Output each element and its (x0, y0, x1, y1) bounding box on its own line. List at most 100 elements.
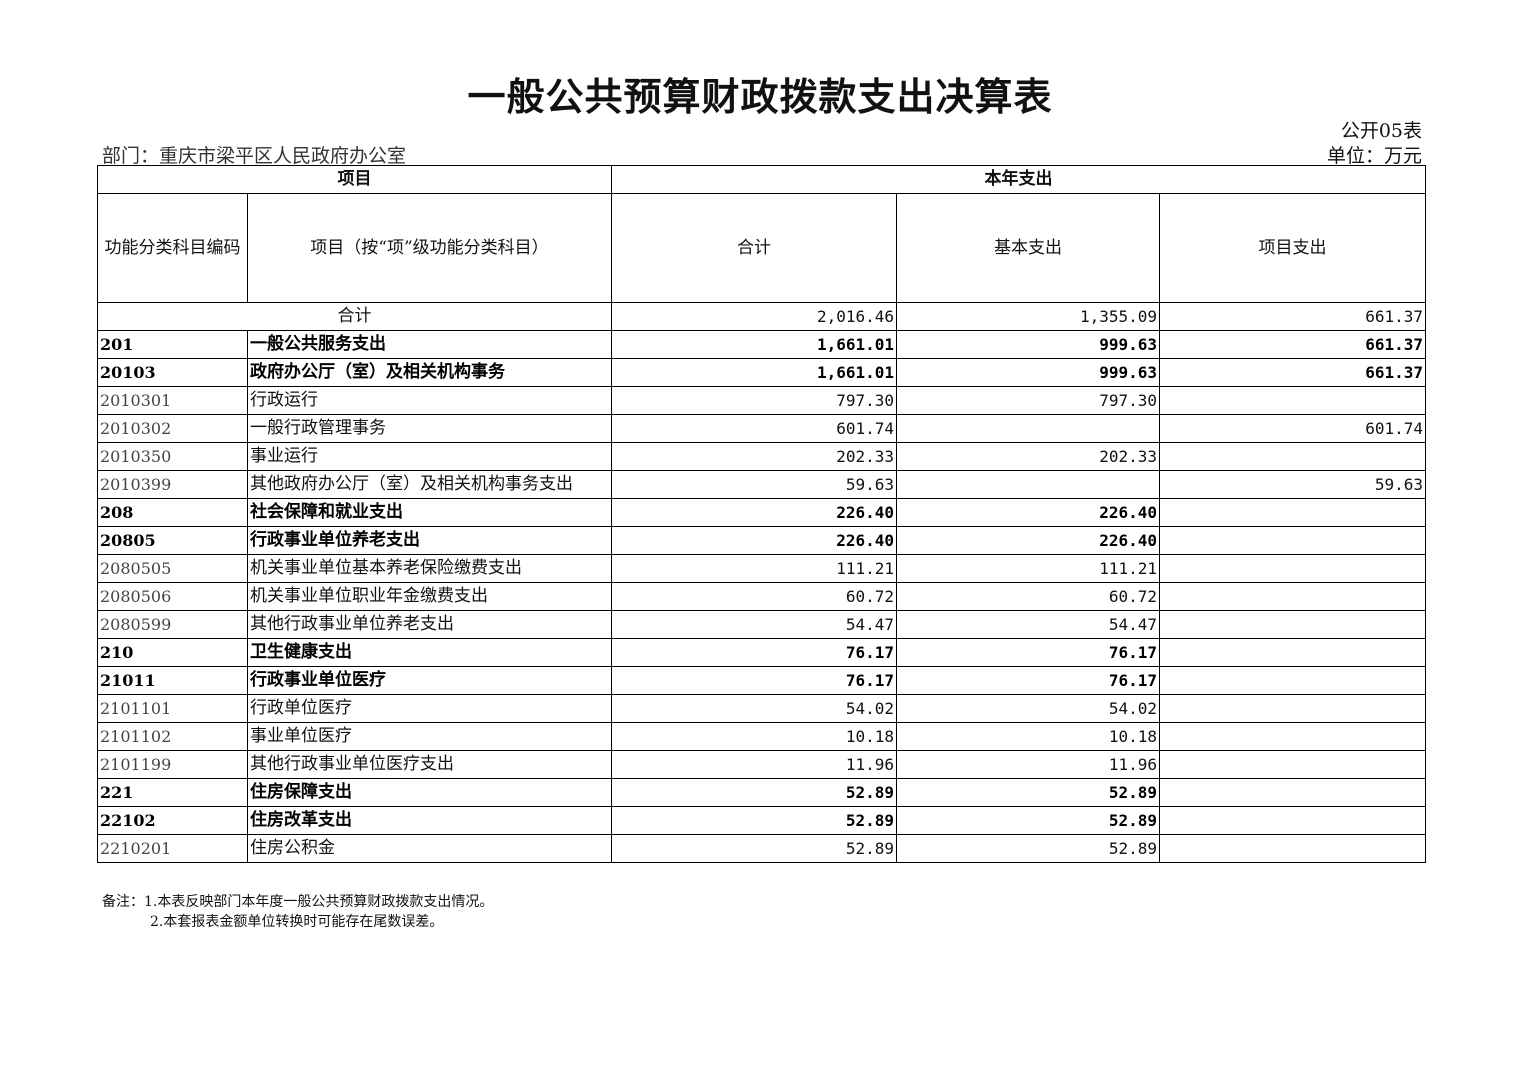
row-project (1158, 806, 1427, 835)
table-row: 2080506 机关事业单位职业年金缴费支出 60.72 60.72 (97, 582, 1427, 611)
row-code: 21011 (97, 666, 248, 695)
header-project: 项目 (97, 165, 612, 194)
total-row: 合计 2,016.46 1,355.09 661.37 (97, 302, 1427, 331)
table-row: 20103 政府办公厅（室）及相关机构事务 1,661.01 999.63 661.37 (97, 358, 1427, 387)
row-basic: 10.18 (896, 722, 1160, 751)
row-code: 2101101 (97, 694, 248, 723)
total-basic: 1,355.09 (896, 302, 1160, 331)
row-project (1158, 526, 1427, 555)
row-basic: 111.21 (896, 554, 1160, 583)
table-row: 2080599 其他行政事业单位养老支出 54.47 54.47 (97, 610, 1427, 639)
row-project (1158, 442, 1427, 471)
table-row: 2210201 住房公积金 52.89 52.89 (97, 834, 1427, 863)
row-code: 221 (97, 778, 248, 807)
row-code: 2101199 (97, 750, 248, 779)
row-total: 1,661.01 (611, 358, 897, 387)
table-row: 2101102 事业单位医疗 10.18 10.18 (97, 722, 1427, 751)
table-row: 201 一般公共服务支出 1,661.01 999.63 661.37 (97, 330, 1427, 359)
header-current-year: 本年支出 (610, 165, 1427, 194)
row-name: 政府办公厅（室）及相关机构事务 (247, 358, 612, 387)
row-project (1158, 386, 1427, 415)
total-project: 661.37 (1158, 302, 1427, 331)
row-code: 2101102 (97, 722, 248, 751)
row-total: 11.96 (611, 750, 897, 779)
row-total: 52.89 (611, 806, 897, 835)
row-total: 76.17 (611, 666, 897, 695)
row-basic (896, 414, 1160, 443)
row-basic: 54.47 (896, 610, 1160, 639)
row-code: 2010301 (97, 386, 248, 415)
row-project (1158, 722, 1427, 751)
department: 部门：重庆市梁平区人民政府办公室 (102, 145, 407, 167)
table-row: 2010301 行政运行 797.30 797.30 (97, 386, 1427, 415)
row-basic: 797.30 (896, 386, 1160, 415)
header-item: 项目（按“项”级功能分类科目） (247, 193, 612, 303)
row-code: 2080505 (97, 554, 248, 583)
table-row: 2080505 机关事业单位基本养老保险缴费支出 111.21 111.21 (97, 554, 1427, 583)
row-basic: 76.17 (896, 666, 1160, 695)
row-code: 20805 (97, 526, 248, 555)
row-code: 2080599 (97, 610, 248, 639)
row-project (1158, 666, 1427, 695)
row-total: 10.18 (611, 722, 897, 751)
row-project (1158, 694, 1427, 723)
header-project-exp: 项目支出 (1158, 193, 1427, 303)
row-total: 601.74 (611, 414, 897, 443)
row-name: 事业运行 (247, 442, 612, 471)
row-total: 1,661.01 (611, 330, 897, 359)
row-name: 机关事业单位职业年金缴费支出 (247, 582, 612, 611)
row-basic: 52.89 (896, 834, 1160, 863)
row-name: 其他政府办公厅（室）及相关机构事务支出 (247, 470, 612, 499)
table-row: 210 卫生健康支出 76.17 76.17 (97, 638, 1427, 667)
row-name: 行政事业单位养老支出 (247, 526, 612, 555)
row-total: 54.47 (611, 610, 897, 639)
row-basic: 76.17 (896, 638, 1160, 667)
row-name: 住房公积金 (247, 834, 612, 863)
row-code: 201 (97, 330, 248, 359)
header-total: 合计 (611, 193, 897, 303)
row-name: 机关事业单位基本养老保险缴费支出 (247, 554, 612, 583)
note-2: 2.本套报表金额单位转换时可能存在尾数误差。 (150, 914, 444, 930)
row-basic: 999.63 (896, 358, 1160, 387)
row-project (1158, 778, 1427, 807)
row-name: 住房保障支出 (247, 778, 612, 807)
row-name: 其他行政事业单位养老支出 (247, 610, 612, 639)
row-project (1158, 750, 1427, 779)
row-name: 行政单位医疗 (247, 694, 612, 723)
row-project: 59.63 (1158, 470, 1427, 499)
row-project: 661.37 (1158, 330, 1427, 359)
row-name: 行政运行 (247, 386, 612, 415)
row-code: 208 (97, 498, 248, 527)
total-sum: 2,016.46 (611, 302, 897, 331)
budget-table: 项目 本年支出 功能分类科目编码 项目（按“项”级功能分类科目） 合计 基本支出… (97, 165, 1427, 863)
table-row: 2010350 事业运行 202.33 202.33 (97, 442, 1427, 471)
table-row: 2010399 其他政府办公厅（室）及相关机构事务支出 59.63 59.63 (97, 470, 1427, 499)
header-basic: 基本支出 (896, 193, 1160, 303)
table-row: 2101199 其他行政事业单位医疗支出 11.96 11.96 (97, 750, 1427, 779)
row-basic: 11.96 (896, 750, 1160, 779)
row-basic: 60.72 (896, 582, 1160, 611)
row-basic: 202.33 (896, 442, 1160, 471)
row-total: 226.40 (611, 498, 897, 527)
row-project (1158, 638, 1427, 667)
row-project: 661.37 (1158, 358, 1427, 387)
total-label: 合计 (97, 302, 612, 331)
row-code: 2010350 (97, 442, 248, 471)
row-code: 20103 (97, 358, 248, 387)
row-project: 601.74 (1158, 414, 1427, 443)
row-total: 76.17 (611, 638, 897, 667)
row-total: 52.89 (611, 834, 897, 863)
row-total: 202.33 (611, 442, 897, 471)
table-row: 2010302 一般行政管理事务 601.74 601.74 (97, 414, 1427, 443)
table-row: 2101101 行政单位医疗 54.02 54.02 (97, 694, 1427, 723)
row-name: 一般行政管理事务 (247, 414, 612, 443)
row-name: 一般公共服务支出 (247, 330, 612, 359)
row-name: 其他行政事业单位医疗支出 (247, 750, 612, 779)
row-total: 54.02 (611, 694, 897, 723)
row-basic: 999.63 (896, 330, 1160, 359)
row-name: 卫生健康支出 (247, 638, 612, 667)
row-name: 社会保障和就业支出 (247, 498, 612, 527)
row-project (1158, 498, 1427, 527)
row-code: 2010399 (97, 470, 248, 499)
